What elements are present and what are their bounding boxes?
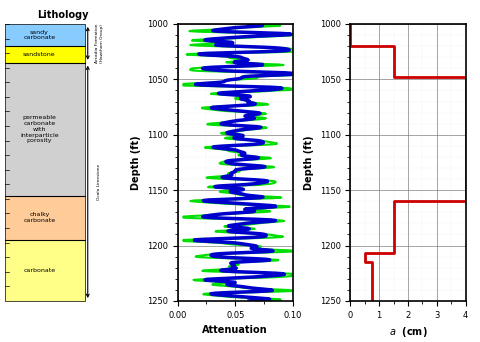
X-axis label: Attenuation: Attenuation (203, 325, 268, 335)
X-axis label: $a$  (cm): $a$ (cm) (389, 325, 427, 339)
Y-axis label: Depth (ft): Depth (ft) (304, 135, 314, 190)
Text: Arcadia Formation
(Hawthorn Group): Arcadia Formation (Hawthorn Group) (95, 24, 104, 63)
Text: carbonate: carbonate (24, 268, 55, 273)
Text: sandstone: sandstone (23, 52, 56, 57)
Text: sandy
carbonate: sandy carbonate (24, 30, 55, 40)
Bar (5, 196, 85, 240)
Y-axis label: Depth (ft): Depth (ft) (132, 135, 141, 190)
Text: chalky
carbonate: chalky carbonate (24, 212, 55, 223)
Text: Ocala Limestone: Ocala Limestone (97, 164, 101, 200)
Bar (5, 240, 85, 301)
Bar (5, 46, 85, 63)
Bar (5, 24, 85, 46)
Bar (5, 63, 85, 196)
Text: permeable
carbonate
with
interparticle
porosity: permeable carbonate with interparticle p… (20, 115, 59, 143)
Title: Lithology: Lithology (36, 10, 88, 21)
